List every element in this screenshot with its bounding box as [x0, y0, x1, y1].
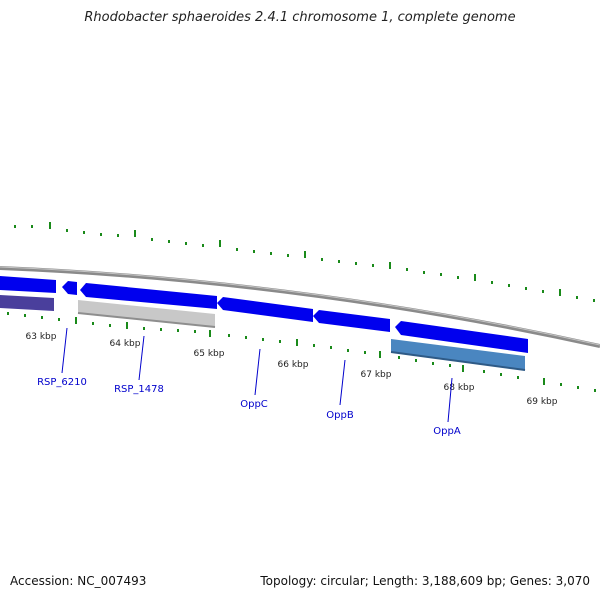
gene-label[interactable]: OppB: [326, 410, 354, 421]
cds-features[interactable]: [0, 276, 528, 353]
cds-arrow[interactable]: [0, 276, 56, 293]
label-leader-line: [138, 335, 145, 381]
backbone-highlight: [0, 266, 600, 346]
gene-bar-grey-shadow: [77, 312, 216, 328]
accession-text: Accession: NC_007493: [10, 574, 147, 588]
cds-arrow[interactable]: [217, 297, 313, 322]
tick-label: 65 kbp: [194, 349, 225, 359]
inner-tick-ring: [7, 312, 596, 392]
label-leader-line: [447, 377, 453, 423]
tick-label: 69 kbp: [527, 397, 558, 407]
gene-bar-dark[interactable]: [0, 295, 54, 311]
gene-label[interactable]: RSP_6210: [37, 377, 87, 388]
cds-arrow[interactable]: [62, 281, 77, 295]
label-leader-line: [254, 348, 261, 396]
cds-arrow[interactable]: [313, 310, 390, 332]
gene-label[interactable]: RSP_1478: [114, 384, 164, 395]
cds-arrow[interactable]: [395, 321, 528, 353]
tick-label: 64 kbp: [110, 339, 141, 349]
gene-label[interactable]: OppA: [433, 426, 461, 437]
tick-label: 67 kbp: [361, 370, 392, 380]
gene-bar-grey[interactable]: [78, 300, 215, 327]
map-title: Rhodobacter sphaeroides 2.4.1 chromosome…: [84, 10, 516, 25]
genome-summary-text: Topology: circular; Length: 3,188,609 bp…: [260, 574, 590, 588]
tick-label: 66 kbp: [278, 360, 309, 370]
chromosome-backbone: [0, 266, 600, 348]
gene-label[interactable]: OppC: [240, 399, 268, 410]
cds-arrow[interactable]: [80, 283, 217, 309]
tick-label: 63 kbp: [26, 332, 57, 342]
outer-tick-ring: [14, 222, 595, 302]
label-leader-line: [339, 359, 346, 406]
tick-label: 68 kbp: [444, 383, 475, 393]
gene-features[interactable]: [0, 295, 526, 371]
gene-bar-steel-shadow: [390, 351, 526, 371]
gene-bar-steel[interactable]: [391, 339, 525, 370]
label-leader-line: [61, 327, 68, 374]
